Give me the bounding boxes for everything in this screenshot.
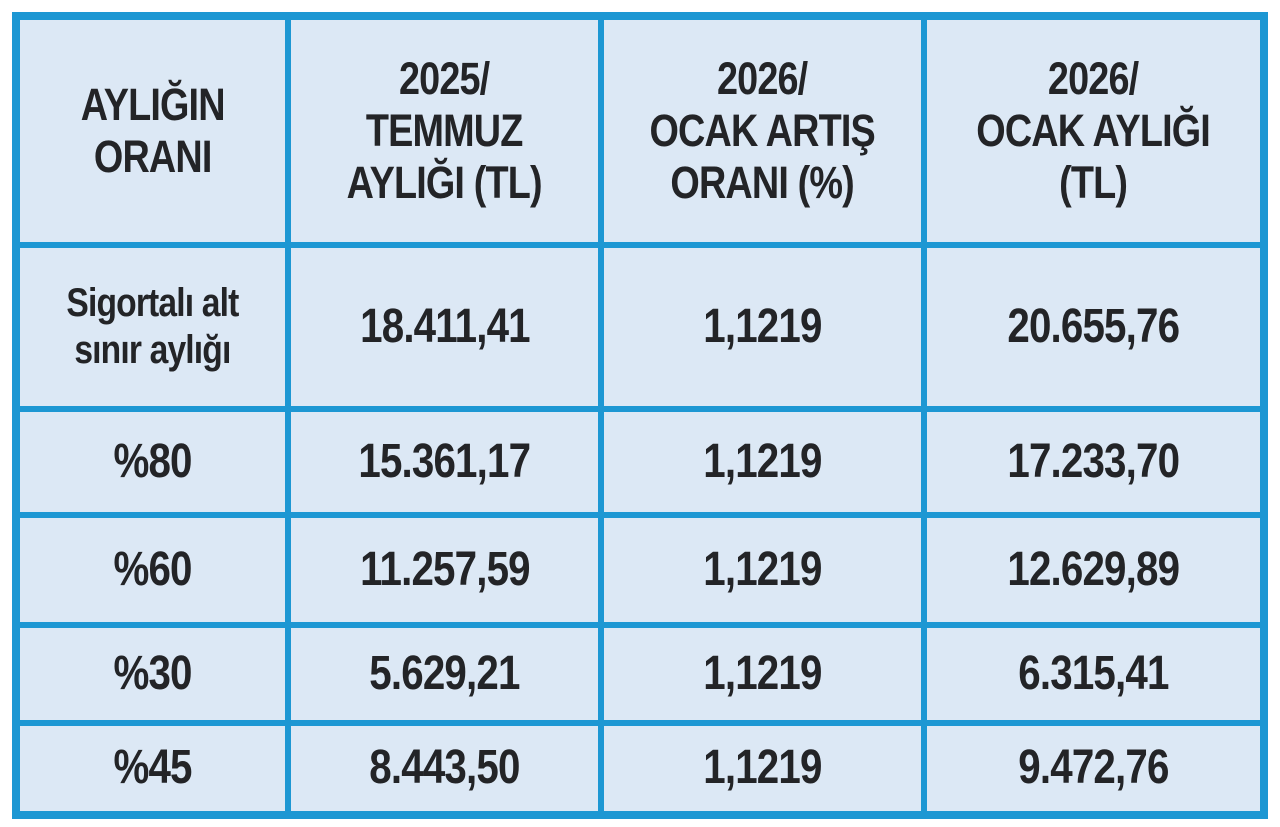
value-text: 18.411,41 [359,299,530,353]
cell-row2-ocak2026: 17.233,70 [927,412,1260,512]
value-text: 1,1219 [703,646,822,700]
value-text: 6.315,41 [1018,646,1169,700]
header-label: 2026/ OCAK ARTIŞ ORANI (%) [649,52,876,209]
cell-row1-ocak2026: 20.655,76 [927,248,1260,406]
header-cell-2026-ocak-ayligi: 2026/ OCAK AYLIĞI (TL) [927,20,1260,242]
header-label: 2026/ OCAK AYLIĞI (TL) [976,52,1212,209]
value-text: 1,1219 [703,741,822,795]
value-text: 1,1219 [703,299,822,353]
table-grid: AYLIĞIN ORANI 2025/ TEMMUZ AYLIĞI (TL) 2… [12,12,1268,819]
cell-row1-artis-orani: 1,1219 [604,248,921,406]
value-text: 12.629,89 [1007,542,1181,596]
cell-row4-ocak2026: 6.315,41 [927,628,1260,720]
cell-row3-ocak2026: 12.629,89 [927,518,1260,622]
row-label-text: Sigortalı alt sınır aylığı [66,280,239,372]
header-cell-2025-temmuz-ayligi: 2025/ TEMMUZ AYLIĞI (TL) [291,20,598,242]
cell-row5-temmuz2025: 8.443,50 [291,726,598,811]
cell-row4-artis-orani: 1,1219 [604,628,921,720]
row-label-text: %30 [113,646,192,700]
row-label-text: %80 [113,434,192,488]
cell-row1-temmuz2025: 18.411,41 [291,248,598,406]
cell-row5-ocak2026: 9.472,76 [927,726,1260,811]
value-text: 9.472,76 [1018,741,1169,795]
value-text: 20.655,76 [1007,299,1181,353]
cell-row3-oran: %60 [20,518,285,622]
header-label: 2025/ TEMMUZ AYLIĞI (TL) [346,52,543,209]
cell-row2-artis-orani: 1,1219 [604,412,921,512]
header-cell-2026-ocak-artis-orani: 2026/ OCAK ARTIŞ ORANI (%) [604,20,921,242]
value-text: 11.257,59 [359,542,530,596]
cell-row2-temmuz2025: 15.361,17 [291,412,598,512]
cell-row3-artis-orani: 1,1219 [604,518,921,622]
cell-row5-oran: %45 [20,726,285,811]
value-text: 15.361,17 [358,434,532,488]
header-label: AYLIĞIN ORANI [80,78,226,182]
cell-row5-artis-orani: 1,1219 [604,726,921,811]
value-text: 17.233,70 [1007,434,1181,488]
pension-rate-table: AYLIĞIN ORANI 2025/ TEMMUZ AYLIĞI (TL) 2… [12,12,1268,819]
cell-row1-oran: Sigortalı alt sınır aylığı [20,248,285,406]
value-text: 1,1219 [703,434,822,488]
row-label-text: %45 [113,741,192,795]
value-text: 5.629,21 [369,646,520,700]
cell-row2-oran: %80 [20,412,285,512]
value-text: 1,1219 [703,542,822,596]
cell-row3-temmuz2025: 11.257,59 [291,518,598,622]
header-cell-aylik-orani: AYLIĞIN ORANI [20,20,285,242]
cell-row4-temmuz2025: 5.629,21 [291,628,598,720]
cell-row4-oran: %30 [20,628,285,720]
value-text: 8.443,50 [369,741,520,795]
row-label-text: %60 [113,542,192,596]
